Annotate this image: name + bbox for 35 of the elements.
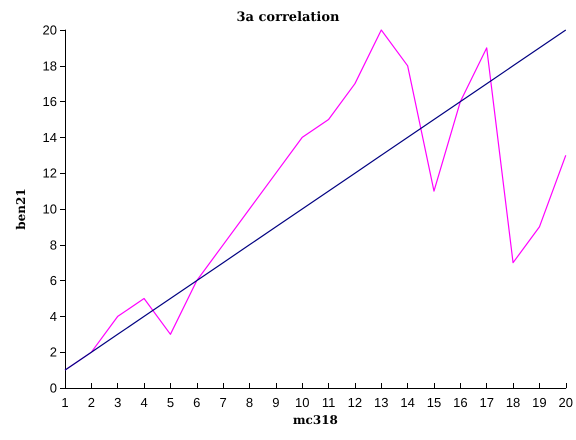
y-tick-label: 8: [50, 237, 57, 252]
x-tick-label: 6: [193, 395, 200, 410]
y-tick-label: 6: [50, 273, 57, 288]
y-tick-label: 18: [42, 58, 57, 74]
x-tick-label: 10: [294, 395, 310, 410]
y-tick-label: 16: [42, 94, 57, 110]
x-tick-label: 17: [479, 395, 494, 410]
x-tick-label: 16: [453, 395, 468, 410]
x-tick-label: 20: [558, 395, 574, 410]
x-axis-title: mc318: [292, 412, 338, 427]
x-tick-label: 18: [506, 395, 520, 410]
y-tick-label: 4: [50, 308, 57, 324]
y-axis-title: ben21: [14, 188, 28, 230]
x-tick-label: 7: [220, 395, 227, 410]
x-tick-label: 5: [166, 395, 174, 410]
x-tick-label: 15: [426, 395, 442, 410]
x-tick-label: 14: [400, 395, 415, 410]
chart-title: 3a correlation: [236, 10, 340, 25]
x-tick-label: 2: [88, 395, 95, 410]
y-tick-label: 2: [50, 344, 57, 360]
x-tick-label: 1: [61, 395, 69, 410]
x-tick-label: 9: [272, 395, 280, 410]
y-tick-label: 20: [42, 22, 57, 38]
x-tick-label: 19: [532, 395, 547, 410]
y-tick-label: 12: [42, 166, 57, 181]
x-tick-label: 4: [140, 395, 148, 410]
x-tick-label: 8: [246, 395, 254, 410]
y-tick-label: 10: [42, 202, 57, 216]
x-tick-label: 11: [322, 395, 336, 410]
x-tick-label: 12: [348, 395, 362, 410]
y-tick-label: 0: [50, 380, 57, 396]
line-series: [64, 29, 566, 371]
x-tick-label: 13: [374, 395, 389, 410]
x-tick-label: 3: [114, 395, 122, 410]
y-tick-label: 14: [42, 130, 57, 145]
